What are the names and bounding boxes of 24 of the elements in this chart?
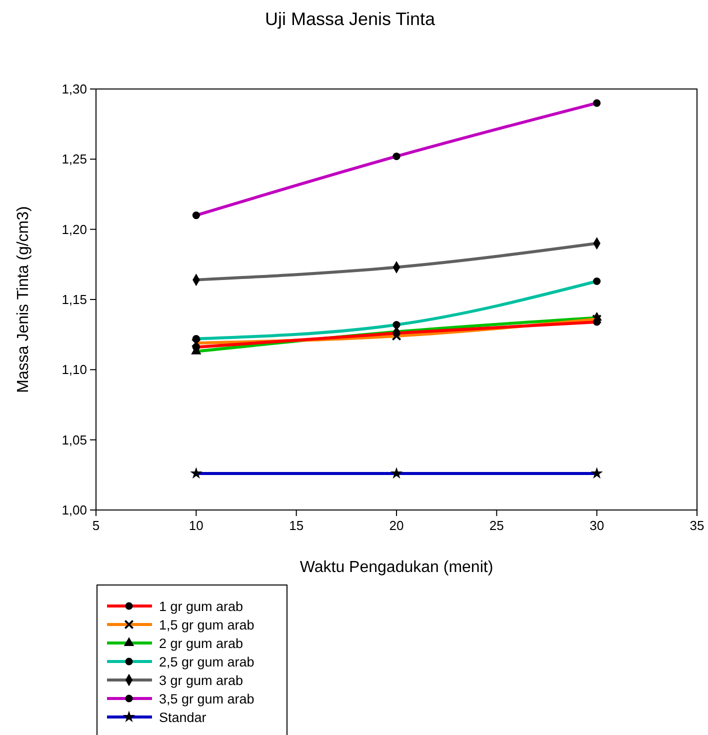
legend-label: 1 gr gum arab bbox=[159, 599, 244, 614]
x-tick-label: 30 bbox=[590, 518, 604, 533]
legend-label: 2 gr gum arab bbox=[159, 636, 244, 651]
y-axis-title: Massa Jenis Tinta (g/cm3) bbox=[15, 206, 32, 393]
x-tick-label: 20 bbox=[389, 518, 404, 533]
x-tick-label: 10 bbox=[188, 518, 204, 533]
y-tick-label: 1,30 bbox=[62, 82, 87, 96]
legend-label: Standar bbox=[159, 710, 207, 725]
y-tick-label: 1,25 bbox=[62, 152, 87, 167]
legend-label: 1,5 gr gum arab bbox=[159, 618, 254, 632]
y-tick-label: 1,10 bbox=[62, 362, 87, 378]
x-tick-label: 5 bbox=[92, 518, 100, 533]
legend-label: 3,5 gr gum arab bbox=[159, 692, 254, 706]
legend-label: 3 gr gum arab bbox=[159, 673, 244, 688]
x-tick-label: 15 bbox=[289, 518, 304, 533]
y-tick-label: 1,00 bbox=[62, 502, 87, 518]
x-tick-label: 25 bbox=[489, 518, 504, 533]
y-tick-label: 1,15 bbox=[62, 292, 87, 307]
chart-title: Uji Massa Jenis Tinta bbox=[264, 9, 436, 29]
legend-label: 2,5 gr gum arab bbox=[159, 654, 254, 670]
y-tick-label: 1,05 bbox=[62, 432, 87, 448]
y-tick-label: 1,20 bbox=[62, 222, 87, 237]
x-axis-title: Waktu Pengadukan (menit) bbox=[300, 559, 494, 576]
x-tick-label: 35 bbox=[690, 518, 704, 533]
